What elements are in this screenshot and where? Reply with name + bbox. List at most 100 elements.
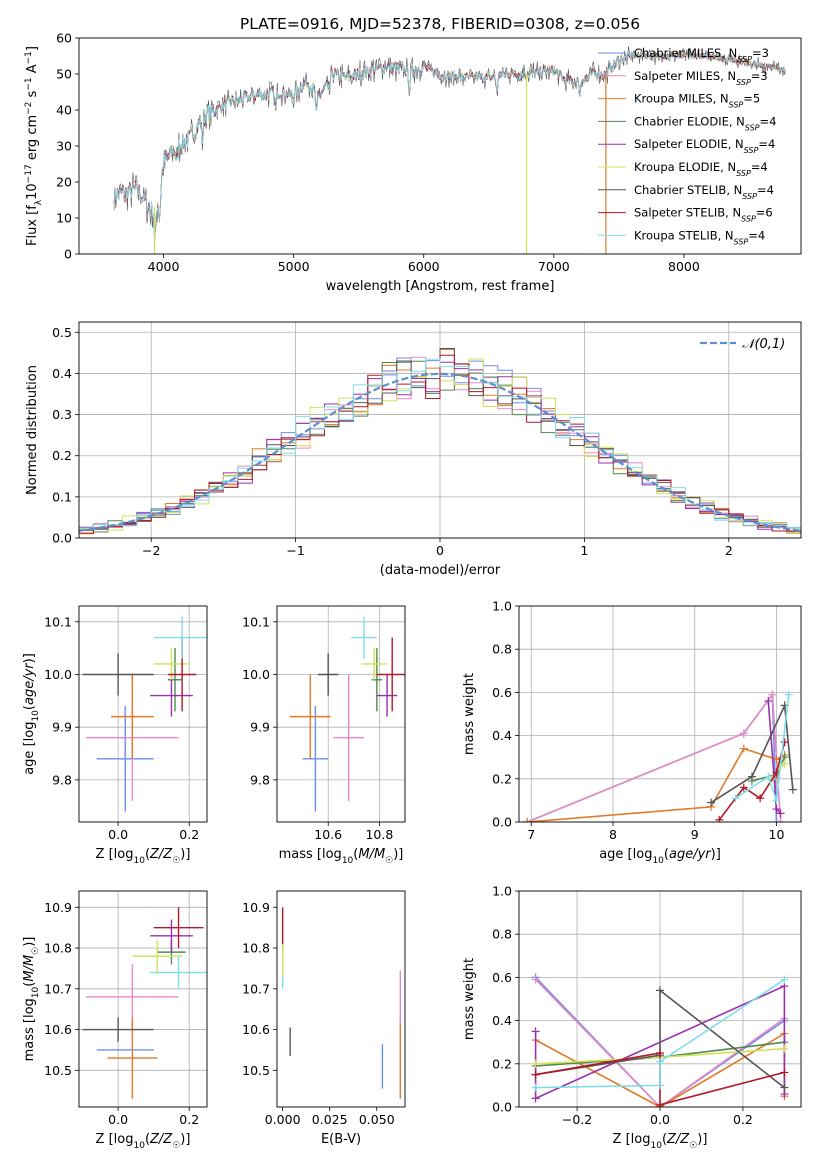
- axes-frame: [78, 321, 802, 539]
- legend-label-chabrier_stelib: Chabrier STELIB, NSSP=4: [634, 183, 774, 201]
- weight-marker-salpeter_stelib: [656, 1049, 664, 1057]
- y-tick-label: 10.1: [242, 614, 270, 629]
- legend-label-sub: SSP: [734, 237, 749, 246]
- x-tick-label: 0.0: [108, 1112, 128, 1127]
- y-axis-label-part: −1: [24, 77, 34, 90]
- plot-area: [82, 907, 207, 1099]
- legend-label-kroupa_miles: Kroupa MILES, NSSP=5: [634, 92, 760, 110]
- x-axis-label-part: M/M: [358, 847, 385, 862]
- y-tick-label: 10.9: [44, 900, 72, 915]
- y-axis-label-part: age/yr: [22, 662, 37, 705]
- weight-marker-kroupa_stelib: [531, 1083, 540, 1092]
- x-axis-label-part: wavelength [Angstrom, rest frame]: [326, 279, 555, 294]
- weight-marker-chabrier_stelib: [780, 1083, 789, 1092]
- y-axis-label-part: erg cm: [25, 115, 40, 164]
- panel-age_vs_Z: 0.0 0.29.89.910.010.1Z [log10(Z/Z☉)]age […: [22, 605, 208, 866]
- weight-line-kroupa_stelib: [535, 978, 785, 1089]
- x-axis-label-part: 10: [342, 856, 354, 866]
- y-tick-label: 0.0: [492, 815, 512, 830]
- x-axis-label-part: )]: [697, 1132, 707, 1147]
- x-axis-label-part: Z [log: [96, 1132, 134, 1147]
- weight-marker-salpeter_stelib: [715, 815, 724, 822]
- weight-marker-salpeter_elodie: [772, 805, 781, 814]
- panel-weight_vs_Z: −0.2 0.0 0.2 0.0 0.2 0.4 0.6 0.8 1.0 Z [log10(Z/Z…: [462, 884, 802, 1151]
- y-axis-label-part: mass [log: [22, 998, 37, 1061]
- legend-label-main: Chabrier MILES, N: [634, 46, 737, 60]
- panel-spectrum: 4000 5000 6000 7000 8000 0 10 20 30 40 50 60 wavelen…: [24, 31, 802, 294]
- x-axis-label-part: 10: [650, 1141, 662, 1151]
- legend-label-sub: SSP: [742, 191, 757, 200]
- y-tick-label: 9.8: [250, 772, 270, 787]
- weight-marker-salpeter_miles: [739, 729, 748, 738]
- weight-marker-kroupa_stelib: [764, 772, 773, 781]
- axes-frame: [276, 890, 406, 1108]
- x-tick-label: 0.025: [312, 1112, 348, 1127]
- y-axis-label-part: )]: [22, 653, 37, 663]
- legend-label-sub: SSP: [736, 77, 751, 86]
- weight-marker-salpeter_stelib: [739, 783, 748, 792]
- y-axis-label-part: 10: [31, 986, 41, 998]
- weight-marker-salpeter_elodie: [531, 1094, 540, 1103]
- y-tick-label: 0.8: [492, 642, 512, 657]
- x-tick-label: 1: [580, 543, 588, 558]
- plots-container: 4000 5000 6000 7000 80000102030405060wavelen…: [22, 31, 802, 1151]
- plot-area: [523, 690, 797, 822]
- x-tick-label: 0.050: [359, 1112, 395, 1127]
- weight-marker-chabrier_stelib: [656, 986, 664, 995]
- axes-frame: [518, 890, 802, 1108]
- weight-marker-salpeter_stelib: [780, 1068, 789, 1077]
- x-tick-label: 10.8: [365, 827, 393, 842]
- axes-frame: [78, 37, 802, 255]
- legend-label-sub: SSP: [741, 214, 756, 223]
- x-tick-label: 8000: [668, 259, 700, 274]
- legend-label-main: Chabrier STELIB, N: [634, 183, 742, 197]
- y-axis-label-part: )]: [22, 937, 37, 947]
- y-axis-label-part: (: [22, 705, 37, 710]
- axes-frame: [78, 605, 208, 823]
- panel-mass_vs_ebv: 0.000 0.025 0.050 10.5 10.6 10.7 10.8 10.9 E(B-V…: [242, 890, 406, 1147]
- x-axis-label-part: ☉: [689, 1141, 697, 1151]
- legend-label-tail: =4: [748, 228, 765, 242]
- y-tick-label: 10.0: [242, 667, 270, 682]
- x-axis-label: (data-model)/error: [380, 563, 501, 578]
- weight-marker-salpeter_stelib: [656, 1100, 664, 1107]
- y-tick-label: 0.2: [52, 448, 72, 463]
- weight-marker-kroupa_miles: [772, 755, 781, 764]
- y-tick-label: 9.8: [52, 772, 72, 787]
- legend-label-sub: SSP: [744, 146, 759, 155]
- y-axis-label: Normed distribution: [25, 365, 40, 495]
- weight-marker-chabrier_stelib: [747, 772, 756, 781]
- x-tick-label: 7000: [538, 259, 570, 274]
- x-tick-label: 0.2: [179, 1112, 199, 1127]
- gaussian-curve: [79, 372, 801, 532]
- x-tick-label: −2: [142, 543, 160, 558]
- legend-label-salpeter_miles: Salpeter MILES, NSSP=3: [634, 69, 768, 87]
- legend-label-main: Kroupa STELIB, N: [634, 228, 734, 242]
- x-axis-label-part: )]: [393, 847, 403, 862]
- legend-label-kroupa_stelib: Kroupa STELIB, NSSP=4: [634, 228, 765, 246]
- x-tick-label: 9: [691, 827, 699, 842]
- weight-marker-salpeter_miles: [768, 690, 777, 699]
- y-tick-label: 0.3: [52, 407, 72, 422]
- panel-age_vs_mass: 10.6 10.8 9.8 9.9 10.0 10.1 mass [log10(M/M☉)]: [242, 605, 406, 866]
- y-tick-label: 10: [56, 211, 72, 226]
- x-tick-label: −0.2: [562, 1112, 592, 1127]
- x-axis-label-part: (: [145, 847, 150, 862]
- y-axis-label: age [log10(age/yr)]: [22, 653, 41, 775]
- x-axis-label-part: ☉: [172, 856, 180, 866]
- legend-label-sub: SSP: [745, 123, 760, 132]
- y-tick-label: 0.4: [52, 366, 72, 381]
- y-axis-label-part: A: [25, 64, 40, 77]
- y-tick-label: 10.5: [242, 1063, 270, 1078]
- legend-label-main: Salpeter ELODIE, N: [634, 137, 744, 151]
- y-tick-label: 10.7: [44, 981, 72, 996]
- weight-marker-chabrier_miles: [772, 818, 781, 822]
- x-tick-label: −1: [286, 543, 304, 558]
- legend-label-tail: =5: [743, 92, 760, 106]
- x-axis-label-part: mass [log: [279, 847, 342, 862]
- x-axis-label-part: Z/Z: [666, 1132, 690, 1147]
- weight-marker-salpeter_stelib: [780, 738, 789, 747]
- legend-label-sub: SSP: [737, 55, 752, 64]
